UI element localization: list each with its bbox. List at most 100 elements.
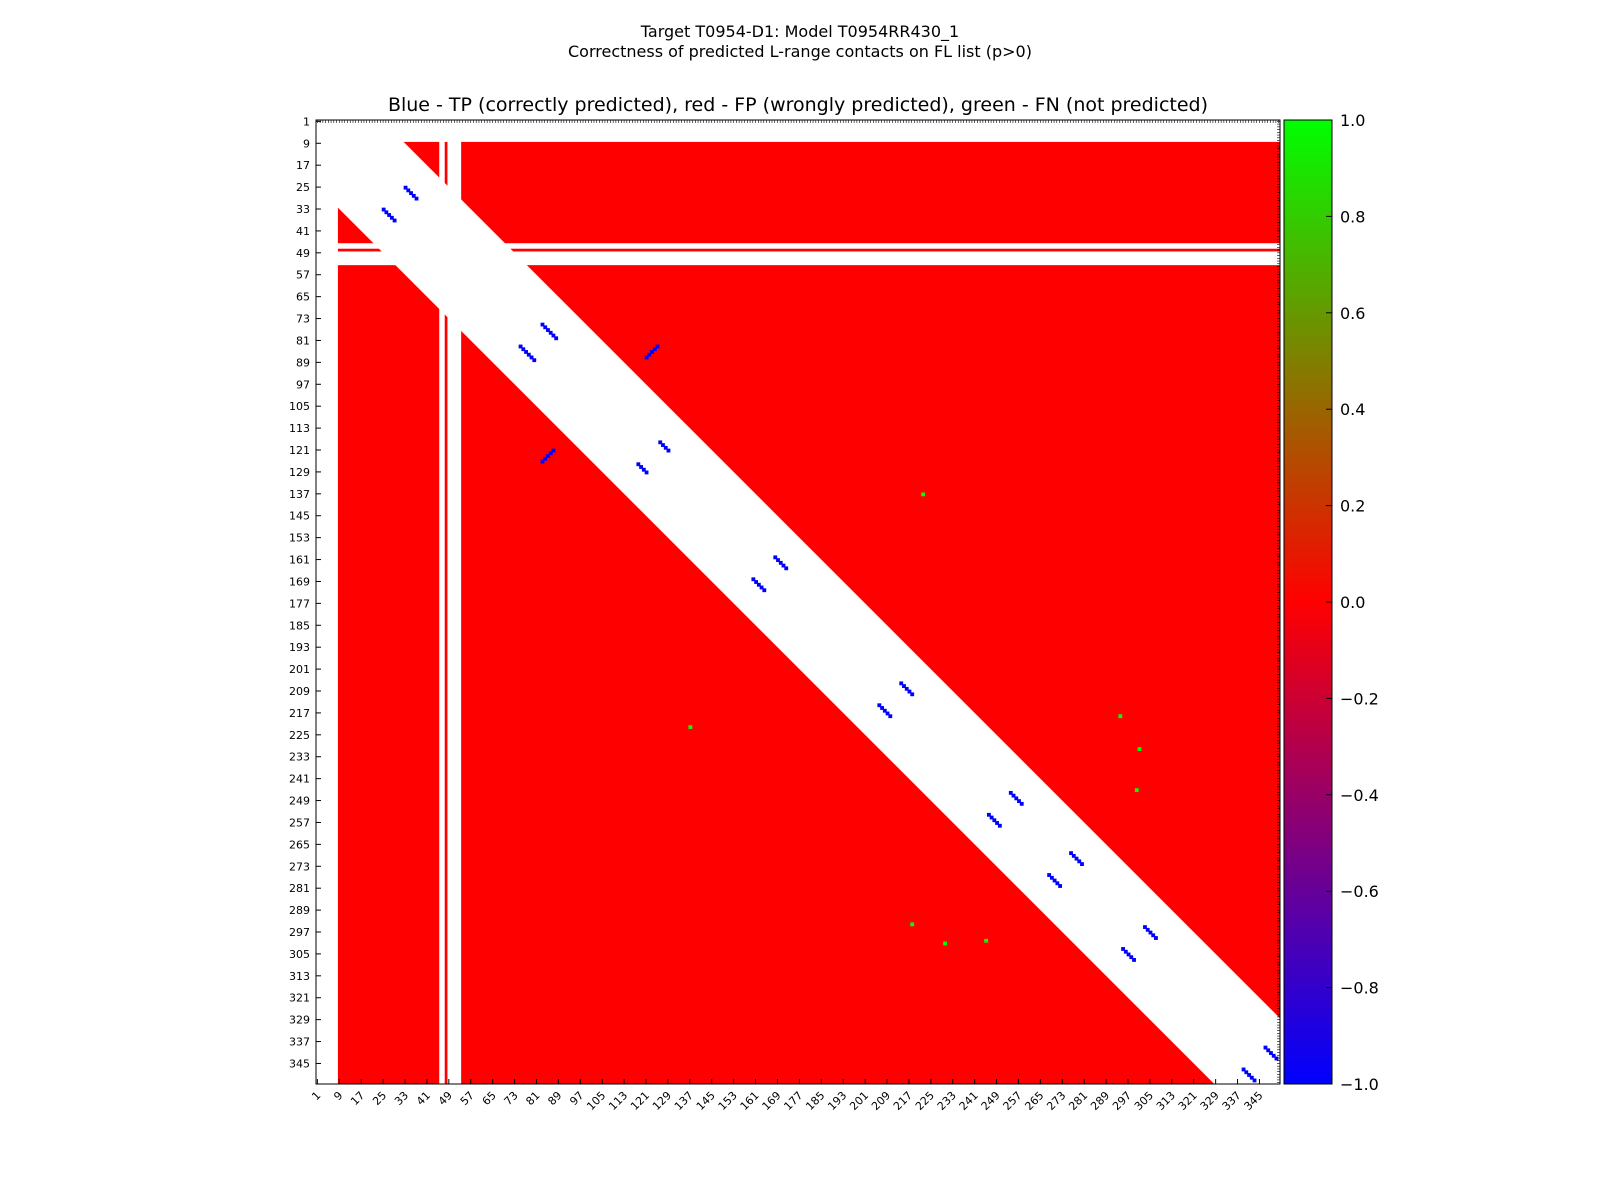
x-tick-label: 345 xyxy=(1242,1089,1266,1113)
x-tick-label: 249 xyxy=(979,1089,1003,1113)
tp-contact-cell xyxy=(1121,947,1125,951)
y-tick-label: 289 xyxy=(289,904,310,917)
y-tick-label: 241 xyxy=(289,773,310,786)
tp-contact-cell xyxy=(1058,884,1063,888)
tp-contact-cell xyxy=(389,215,394,220)
tp-contact-cell xyxy=(882,708,887,713)
tp-contact-cell xyxy=(759,585,764,590)
tp-contact-cell xyxy=(526,352,531,357)
y-tick-label: 121 xyxy=(289,444,310,457)
y-tick-label: 273 xyxy=(289,860,310,873)
x-tick-label: 225 xyxy=(913,1089,937,1113)
x-tick-label: 273 xyxy=(1044,1089,1068,1113)
fn-contact-cell xyxy=(984,938,989,943)
tp-contact-cell xyxy=(387,213,392,217)
tp-contact-cell xyxy=(551,448,556,453)
y-tick-label: 145 xyxy=(289,510,310,523)
tp-contact-cell xyxy=(997,823,1002,828)
x-tick-label: 105 xyxy=(584,1089,608,1113)
tp-contact-cell xyxy=(406,188,411,193)
x-tick-label: 233 xyxy=(935,1089,959,1113)
colorbar-tick-label: −1.0 xyxy=(1340,1075,1379,1094)
tp-contact-cell xyxy=(551,333,556,338)
y-tick-label: 169 xyxy=(289,575,310,588)
plot-title: Blue - TP (correctly predicted), red - F… xyxy=(387,94,1209,116)
colorbar-tick-label: 0.4 xyxy=(1340,400,1365,419)
y-tick-label: 337 xyxy=(289,1036,310,1049)
x-tick-label: 305 xyxy=(1132,1089,1156,1113)
tp-contact-cell xyxy=(1151,933,1156,938)
colorbar-tick-label: −0.8 xyxy=(1340,979,1379,998)
x-tick-label: 73 xyxy=(502,1089,521,1108)
x-tick-label: 97 xyxy=(567,1089,586,1108)
x-tick-label: 313 xyxy=(1154,1089,1178,1113)
tp-contact-cell xyxy=(902,684,906,688)
tp-contact-cell xyxy=(1143,925,1147,929)
x-tick-label: 137 xyxy=(672,1089,696,1113)
figure-title: Target T0954-D1: Model T0954RR430_1 Corr… xyxy=(0,22,1600,62)
y-tick-label: 281 xyxy=(289,882,310,895)
fp-region-lower xyxy=(316,185,1215,1084)
tp-contact-cell xyxy=(784,566,789,571)
fn-contact-cell xyxy=(688,725,693,730)
y-tick-label: 217 xyxy=(289,707,310,720)
fn-contact-cell xyxy=(1118,714,1123,719)
tp-contact-cell xyxy=(521,347,526,352)
tp-contact-cell xyxy=(548,330,553,335)
x-tick-label: 329 xyxy=(1198,1089,1222,1113)
tp-contact-cell xyxy=(384,210,389,215)
x-tick-label: 161 xyxy=(738,1089,762,1113)
tp-contact-cell xyxy=(888,714,893,719)
tp-contact-cell xyxy=(885,711,890,716)
y-tick-label: 73 xyxy=(296,313,310,326)
y-tick-label: 137 xyxy=(289,488,310,501)
y-tick-label: 89 xyxy=(296,356,310,369)
tp-contact-cell xyxy=(1011,793,1016,798)
tp-contact-cell xyxy=(1269,1051,1273,1055)
tp-contact-cell xyxy=(1123,949,1128,954)
x-tick-label: 201 xyxy=(847,1089,871,1113)
colorbar-tick-label: −0.4 xyxy=(1340,786,1379,805)
tp-contact-cell xyxy=(904,686,909,691)
x-tick-label: 193 xyxy=(825,1089,849,1113)
x-tick-label: 145 xyxy=(694,1089,718,1113)
tp-contact-cell xyxy=(1266,1048,1271,1053)
tp-contact-cell xyxy=(754,580,759,584)
tp-contact-cell xyxy=(411,193,416,198)
y-tick-label: 49 xyxy=(296,247,310,260)
x-tick-label: 41 xyxy=(414,1089,433,1108)
tp-contact-cell xyxy=(986,812,991,817)
tp-contact-cell xyxy=(661,443,665,447)
y-tick-label: 225 xyxy=(289,729,310,742)
tp-contact-cell xyxy=(995,821,1000,825)
tp-contact-cell xyxy=(540,459,545,464)
y-tick-label: 193 xyxy=(289,641,310,654)
colorbar-tick-label: 1.0 xyxy=(1340,111,1365,130)
y-tick-label: 65 xyxy=(296,291,310,304)
x-tick-label: 241 xyxy=(957,1089,981,1113)
tp-contact-cell xyxy=(1069,851,1073,856)
y-tick-label: 129 xyxy=(289,466,310,479)
tp-contact-cell xyxy=(409,191,413,196)
y-tick-label: 209 xyxy=(289,685,310,698)
tp-contact-cell xyxy=(1148,930,1153,935)
fn-contact-cell xyxy=(1134,788,1139,793)
tp-contact-cell xyxy=(756,582,761,587)
x-tick-label: 25 xyxy=(370,1089,389,1108)
colorbar-tick-label: −0.2 xyxy=(1340,689,1379,708)
y-tick-label: 313 xyxy=(289,970,310,983)
tp-contact-cell xyxy=(636,462,641,467)
x-tick-label: 129 xyxy=(650,1089,674,1113)
tp-contact-cell xyxy=(1071,853,1076,858)
missing-residue-row xyxy=(316,243,1280,249)
x-tick-label: 265 xyxy=(1022,1089,1046,1113)
tp-contact-cell xyxy=(1052,878,1057,883)
x-tick-label: 65 xyxy=(480,1089,499,1108)
y-tick-label: 297 xyxy=(289,926,310,939)
missing-residue-column xyxy=(316,120,338,1084)
y-tick-label: 33 xyxy=(296,203,310,216)
colorbar-tick-label: 0.6 xyxy=(1340,304,1365,323)
tp-contact-cell xyxy=(414,196,419,201)
tp-contact-cell xyxy=(540,322,545,327)
